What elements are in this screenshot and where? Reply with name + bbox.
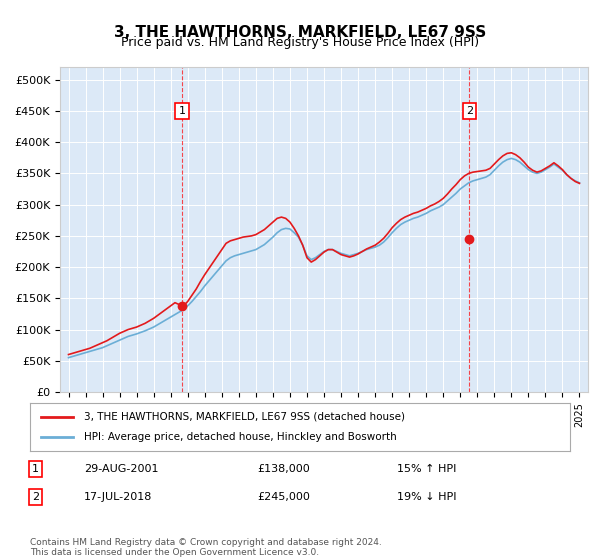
Text: 19% ↓ HPI: 19% ↓ HPI (397, 492, 457, 502)
Text: Price paid vs. HM Land Registry's House Price Index (HPI): Price paid vs. HM Land Registry's House … (121, 36, 479, 49)
Text: HPI: Average price, detached house, Hinckley and Bosworth: HPI: Average price, detached house, Hinc… (84, 432, 397, 442)
Text: £138,000: £138,000 (257, 464, 310, 474)
Text: 1: 1 (32, 464, 39, 474)
Text: 3, THE HAWTHORNS, MARKFIELD, LE67 9SS (detached house): 3, THE HAWTHORNS, MARKFIELD, LE67 9SS (d… (84, 412, 405, 422)
Text: 15% ↑ HPI: 15% ↑ HPI (397, 464, 457, 474)
Text: 29-AUG-2001: 29-AUG-2001 (84, 464, 158, 474)
Text: 2: 2 (32, 492, 39, 502)
Text: Contains HM Land Registry data © Crown copyright and database right 2024.
This d: Contains HM Land Registry data © Crown c… (30, 538, 382, 557)
Text: 17-JUL-2018: 17-JUL-2018 (84, 492, 152, 502)
Text: £245,000: £245,000 (257, 492, 310, 502)
Text: 2: 2 (466, 106, 473, 116)
Text: 1: 1 (179, 106, 185, 116)
Text: 3, THE HAWTHORNS, MARKFIELD, LE67 9SS: 3, THE HAWTHORNS, MARKFIELD, LE67 9SS (114, 25, 486, 40)
